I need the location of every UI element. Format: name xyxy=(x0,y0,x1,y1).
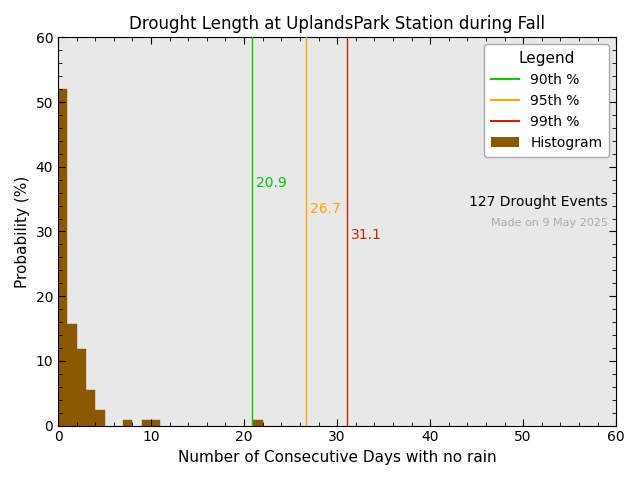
Text: 31.1: 31.1 xyxy=(351,228,382,242)
Bar xyxy=(67,324,77,426)
Legend: 90th %, 95th %, 99th %, Histogram: 90th %, 95th %, 99th %, Histogram xyxy=(484,44,609,157)
Bar xyxy=(123,420,132,426)
Text: 26.7: 26.7 xyxy=(310,203,341,216)
X-axis label: Number of Consecutive Days with no rain: Number of Consecutive Days with no rain xyxy=(178,450,497,465)
Bar xyxy=(142,420,151,426)
Bar xyxy=(58,89,67,426)
Bar xyxy=(77,349,86,426)
Bar xyxy=(95,410,104,426)
Y-axis label: Probability (%): Probability (%) xyxy=(15,175,30,288)
Text: 127 Drought Events: 127 Drought Events xyxy=(469,194,608,209)
Title: Drought Length at UplandsPark Station during Fall: Drought Length at UplandsPark Station du… xyxy=(129,15,545,33)
Text: Made on 9 May 2025: Made on 9 May 2025 xyxy=(491,218,608,228)
Bar xyxy=(86,390,95,426)
Text: 20.9: 20.9 xyxy=(256,177,287,191)
Bar xyxy=(253,420,262,426)
Bar xyxy=(151,420,161,426)
